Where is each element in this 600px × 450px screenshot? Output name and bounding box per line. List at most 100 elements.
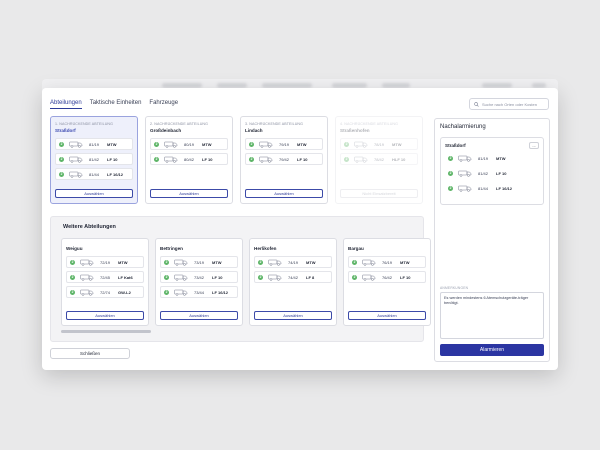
count-badge: 2: [249, 156, 254, 162]
card-name: Bettringen: [160, 246, 183, 251]
not-ready-button: Nicht Einsatzbereit: [340, 189, 418, 198]
fire-truck-icon: [69, 171, 83, 178]
vehicle-row: 2 74/19 MTW: [254, 256, 332, 268]
vehicle-code: 81/42: [478, 170, 489, 176]
vehicle-code: 81/19: [478, 155, 489, 161]
vehicle-code: 73/19: [194, 259, 205, 265]
department-card-4: 4. NACHRÜCKENDE ABTEILUNG Straßenhofen 2…: [335, 116, 423, 204]
card-name: Großdeinbach: [150, 128, 182, 133]
fire-truck-icon: [69, 141, 83, 148]
tab-abteilungen[interactable]: Abteilungen: [50, 100, 82, 109]
count-badge: 2: [59, 171, 64, 177]
more-departments-panel: Weitere Abteilungen Weiguu 2 72/19 MTW 2 72…: [50, 216, 431, 342]
vehicle-row: 2 78/42 HLF 10: [340, 153, 418, 165]
select-button[interactable]: Auswählen: [55, 189, 133, 198]
vehicle-type: LF 16/12: [107, 171, 124, 177]
vehicle-code: 74/19: [288, 259, 299, 265]
search-input[interactable]: [482, 101, 548, 107]
more-department-card-2[interactable]: Bettringen 2 73/19 MTW 2 73/42 LF 10 2 73/44 L…: [155, 238, 243, 326]
vehicle-type: LF 10: [400, 274, 411, 280]
card-title: 3. NACHRÜCKENDE ABTEILUNG: [245, 122, 304, 126]
card-name: Bargau: [348, 246, 364, 251]
more-department-card-1[interactable]: Weiguu 2 72/19 MTW 2 72/45 LF Kat6 2 72/74 GW-…: [61, 238, 149, 326]
department-card-3[interactable]: 3. NACHRÜCKENDE ABTEILUNG Lindach 2 79/19…: [240, 116, 328, 204]
count-badge: 2: [164, 289, 169, 295]
vehicle-code: 78/42: [374, 156, 385, 162]
vehicle-row: 2 81/44 LF 16/12: [445, 182, 539, 194]
card-name: Weiguu: [66, 246, 83, 251]
vehicle-code: 72/45: [100, 274, 111, 280]
department-card-2[interactable]: 2. NACHRÜCKENDE ABTEILUNG Großdeinbach 2…: [145, 116, 233, 204]
vehicle-code: 72/19: [100, 259, 111, 265]
vehicle-type: MTW: [212, 259, 222, 265]
fire-truck-icon: [80, 259, 94, 266]
fire-truck-icon: [268, 259, 282, 266]
vehicle-code: 81/42: [89, 156, 100, 162]
vehicle-type: LF 10: [107, 156, 118, 162]
search-box[interactable]: [469, 98, 549, 110]
vehicle-type: LF Kat6: [118, 274, 133, 280]
tab-fahrzeuge[interactable]: Fahrzeuge: [149, 100, 179, 106]
panel-title: Weitere Abteilungen: [63, 224, 116, 230]
note-textarea[interactable]: Es werden mindestens 6 Atemschutzgeräte-…: [440, 292, 544, 339]
count-badge: 2: [154, 141, 159, 147]
fire-truck-icon: [362, 259, 376, 266]
vehicle-type: GW-L2: [118, 289, 131, 295]
select-button[interactable]: Auswählen: [245, 189, 323, 198]
vehicle-code: 81/44: [89, 171, 100, 177]
note-label: ANMERKUNGEN: [440, 286, 469, 290]
tab-taktische-einheiten[interactable]: Taktische Einheiten: [89, 100, 142, 106]
department-card-1[interactable]: 1. NACHRÜCKENDE ABTEILUNG Straßdorf 2 81/…: [50, 116, 138, 204]
fire-truck-icon: [174, 274, 188, 281]
select-button[interactable]: Auswählen: [66, 311, 144, 320]
count-badge: 2: [59, 141, 64, 147]
fire-truck-icon: [259, 141, 273, 148]
select-button[interactable]: Auswählen: [348, 311, 426, 320]
card-name: Herlikofen: [254, 246, 277, 251]
count-badge: 2: [59, 156, 64, 162]
vehicle-type: MTW: [202, 141, 212, 147]
fire-truck-icon: [174, 259, 188, 266]
vehicle-row: 2 81/44 LF 16/12: [55, 168, 133, 180]
more-department-card-4[interactable]: Bargau 2 76/19 MTW 2 76/42 LF 10 Auswählen: [343, 238, 431, 326]
vehicle-code: 80/19: [184, 141, 195, 147]
vehicle-type: LF 16/12: [212, 289, 229, 295]
more-options-button[interactable]: ...: [529, 142, 539, 149]
vehicle-code: 76/19: [382, 259, 393, 265]
vehicle-row: 2 80/19 MTW: [150, 138, 228, 150]
fire-truck-icon: [164, 141, 178, 148]
vehicle-row: 2 76/42 LF 10: [348, 271, 426, 283]
vehicle-type: MTW: [392, 141, 402, 147]
fire-truck-icon: [259, 156, 273, 163]
vehicle-row: 2 81/42 LF 10: [55, 153, 133, 165]
vehicle-type: MTW: [118, 259, 128, 265]
vehicle-code: 76/42: [382, 274, 393, 280]
horizontal-scrollbar[interactable]: [61, 330, 151, 333]
vehicle-code: 81/19: [89, 141, 100, 147]
fire-truck-icon: [354, 156, 368, 163]
alarm-button[interactable]: Alarmieren: [440, 344, 544, 356]
close-button[interactable]: Schließen: [50, 348, 130, 359]
vehicle-code: 81/44: [478, 185, 489, 191]
more-department-card-3[interactable]: Herlikofen 2 74/19 MTW 2 74/42 LF 8 Auswähle…: [249, 238, 337, 326]
vehicle-code: 72/74: [100, 289, 111, 295]
vehicle-row: 2 76/19 MTW: [348, 256, 426, 268]
count-badge: 2: [344, 141, 349, 147]
vehicle-code: 74/42: [288, 274, 299, 280]
fire-truck-icon: [69, 156, 83, 163]
vehicle-row: 2 79/19 MTW: [245, 138, 323, 150]
dialog-window: Abteilungen Taktische Einheiten Fahrzeug…: [42, 88, 558, 370]
count-badge: 2: [344, 156, 349, 162]
vehicle-type: MTW: [306, 259, 316, 265]
select-button[interactable]: Auswählen: [150, 189, 228, 198]
count-badge: 2: [258, 274, 263, 280]
vehicle-type: MTW: [297, 141, 307, 147]
vehicle-code: 73/44: [194, 289, 205, 295]
select-button[interactable]: Auswählen: [254, 311, 332, 320]
select-button[interactable]: Auswählen: [160, 311, 238, 320]
count-badge: 2: [70, 259, 75, 265]
count-badge: 2: [70, 289, 75, 295]
vehicle-type: LF 10: [212, 274, 223, 280]
vehicle-code: 79/42: [279, 156, 290, 162]
vehicle-type: LF 10: [297, 156, 308, 162]
